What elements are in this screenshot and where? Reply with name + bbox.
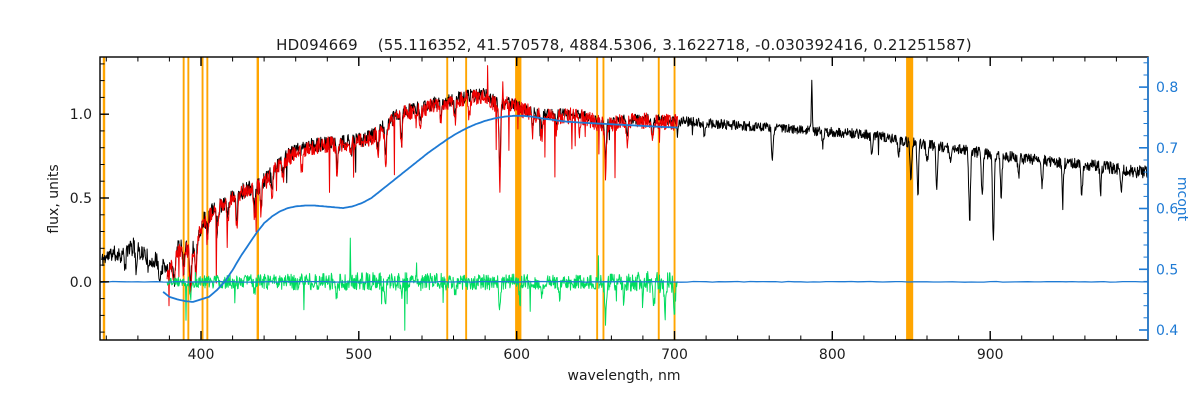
mcont_curve (162, 114, 678, 303)
svg-text:0.5: 0.5 (70, 191, 92, 207)
spectra (100, 65, 1148, 331)
svg-text:500: 500 (345, 347, 372, 363)
svg-text:0.7: 0.7 (1156, 141, 1178, 157)
svg-text:0.8: 0.8 (1156, 80, 1178, 96)
svg-text:0.5: 0.5 (1156, 262, 1178, 278)
plot-title: HD094669 (55.116352, 41.570578, 4884.530… (276, 36, 972, 54)
x-axis-label: wavelength, nm (567, 368, 681, 384)
svg-text:1.0: 1.0 (70, 107, 92, 123)
fitted_spectrum (166, 65, 678, 307)
svg-text:800: 800 (819, 347, 846, 363)
svg-text:0.4: 0.4 (1156, 323, 1178, 339)
svg-text:900: 900 (977, 347, 1004, 363)
svg-text:400: 400 (188, 347, 215, 363)
y-axis-label-flux: flux, units (46, 164, 62, 234)
axes: 400 500 600 700 800 900 0.0 0.5 1.0 0.4 0.5 0.6 0.7 0… (70, 56, 1178, 363)
svg-text:0.6: 0.6 (1156, 202, 1178, 218)
svg-text:0.0: 0.0 (70, 275, 92, 291)
svg-text:600: 600 (503, 347, 530, 363)
svg-text:700: 700 (661, 347, 688, 363)
residual (166, 237, 678, 331)
y-axis-label-mcont: mcont (1174, 176, 1190, 222)
zero_line (100, 280, 1148, 283)
